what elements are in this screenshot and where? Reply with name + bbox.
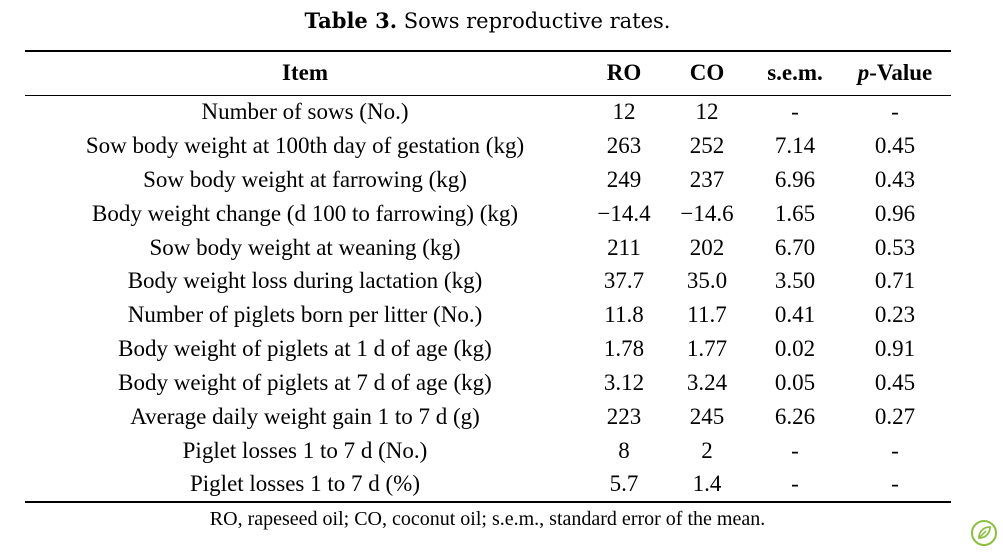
cell-item: Body weight of piglets at 7 d of age (kg… [118, 370, 492, 396]
cell-sem: 6.70 [774, 234, 816, 260]
cell-item: Piglet losses 1 to 7 d (No.) [182, 437, 428, 463]
cell-sem: 1.65 [774, 200, 816, 226]
table-caption-text: Sows reproductive rates. [397, 9, 671, 33]
header-co: CO [663, 50, 751, 96]
cell-co: 12 [695, 99, 719, 125]
cell-sem: 0.02 [774, 336, 816, 362]
table-row: Piglet losses 1 to 7 d (%) 5.7 1.4- - [25, 467, 951, 503]
cell-ro: 249 [606, 166, 642, 192]
cell-ro: 8 [618, 437, 630, 463]
table-row: Body weight loss during lactation (kg) 37… [25, 264, 951, 298]
cell-ro: −14.4 [597, 200, 651, 226]
cell-p-value: - [891, 99, 899, 125]
table-footnote: RO, rapeseed oil; CO, coconut oil; s.e.m… [209, 508, 766, 530]
header-value-suffix: -Value [869, 60, 933, 86]
cell-p-value: 0.43 [874, 166, 916, 192]
cell-item: Number of piglets born per litter (No.) [127, 302, 483, 328]
cell-p-value: 0.45 [874, 132, 916, 158]
cell-sem: 7.14 [774, 132, 816, 158]
cell-co: 11.7 [687, 302, 727, 328]
cell-ro: 263 [606, 132, 642, 158]
cell-p-value: 0.23 [874, 302, 916, 328]
cell-p-value: - [891, 437, 899, 463]
cell-p-value: 0.27 [874, 403, 916, 429]
cell-ro: 1.78 [603, 336, 645, 362]
cell-sem: 6.96 [774, 166, 816, 192]
leaf-badge-icon [971, 520, 997, 546]
cell-p-value: 0.91 [874, 336, 916, 362]
cell-co: 2 [701, 437, 713, 463]
cell-sem: 3.50 [774, 268, 816, 294]
cell-p-value: 0.53 [874, 234, 916, 260]
table-row: Sow body weight at weaning (kg) 211 202 6.7… [25, 231, 951, 265]
cell-co: 35.0 [686, 268, 728, 294]
cell-co: 3.24 [686, 370, 728, 396]
cell-ro: 12 [612, 99, 636, 125]
table-row: Body weight of piglets at 1 d of age (kg… [25, 332, 951, 366]
cell-sem: 0.41 [774, 302, 816, 328]
table-caption-label: Table 3. [304, 8, 398, 33]
cell-p-value: 0.71 [874, 268, 916, 294]
header-sem: s.e.m. [751, 50, 839, 96]
cell-co: 1.77 [686, 336, 728, 362]
cell-item: Sow body weight at farrowing (kg) [143, 166, 467, 192]
cell-item: Body weight loss during lactation (kg) [127, 268, 483, 294]
table-caption: Table 3. Sows reproductive rates. [0, 8, 975, 34]
cell-ro: 3.12 [603, 370, 645, 396]
header-p-symbol: p [857, 60, 870, 86]
cell-p-value: 0.96 [874, 200, 916, 226]
table-row: Sow body weight at 100th day of gestatio… [25, 129, 951, 163]
cell-item: Piglet losses 1 to 7 d (%) [25, 467, 585, 503]
cell-ro: 211 [607, 234, 641, 260]
cell-ro: 5.7 [585, 467, 663, 503]
cell-co: 245 [689, 403, 725, 429]
table-header-row: Item RO CO s.e.m. p-Value [25, 50, 951, 96]
table-row: Body weight change (d 100 to farrowing) … [25, 197, 951, 231]
cell-item: Number of sows (No.) [201, 99, 409, 125]
cell-item: Sow body weight at 100th day of gestatio… [85, 132, 525, 158]
header-p-value: p-Value [839, 50, 951, 96]
cell-ro: 223 [606, 403, 642, 429]
results-table: Item RO CO s.e.m. p-Value Number of sows… [25, 50, 951, 503]
header-ro: RO [585, 50, 663, 96]
cell-sem: 0.05 [774, 370, 816, 396]
cell-sem: - [791, 99, 799, 125]
header-item: Item [25, 50, 585, 96]
cell-co: −14.6 [680, 200, 734, 226]
table-row: Average daily weight gain 1 to 7 d (g) 22… [25, 400, 951, 434]
cell-item: Body weight of piglets at 1 d of age (kg… [118, 336, 492, 362]
cell-co: 1.4 [663, 467, 751, 503]
cell-ro: 11.8 [604, 302, 644, 328]
cell-p-value: 0.45 [874, 370, 916, 396]
table-row: Sow body weight at farrowing (kg) 249 237 6… [25, 163, 951, 197]
cell-item: Body weight change (d 100 to farrowing) … [91, 200, 519, 226]
cell-sem: 6.26 [774, 403, 816, 429]
cell-sem: - [791, 437, 799, 463]
table-row: Body weight of piglets at 7 d of age (kg… [25, 366, 951, 400]
cell-sem: - [751, 467, 839, 503]
table-row: Piglet losses 1 to 7 d (No.) 8 2 - - [25, 434, 951, 468]
table-body: Number of sows (No.) 12 12- - Sow body weigh… [25, 95, 951, 503]
cell-co: 237 [689, 166, 725, 192]
table-row: Number of sows (No.) 12 12 - - [25, 95, 951, 129]
cell-co: 202 [689, 234, 725, 260]
cell-item: Average daily weight gain 1 to 7 d (g) [130, 403, 480, 429]
cell-ro: 37.7 [603, 268, 645, 294]
cell-co: 252 [689, 132, 725, 158]
cell-item: Sow body weight at weaning (kg) [149, 234, 461, 260]
table-row: Number of piglets born per litter (No.) 1… [25, 298, 951, 332]
cell-p-value: - [839, 467, 951, 503]
